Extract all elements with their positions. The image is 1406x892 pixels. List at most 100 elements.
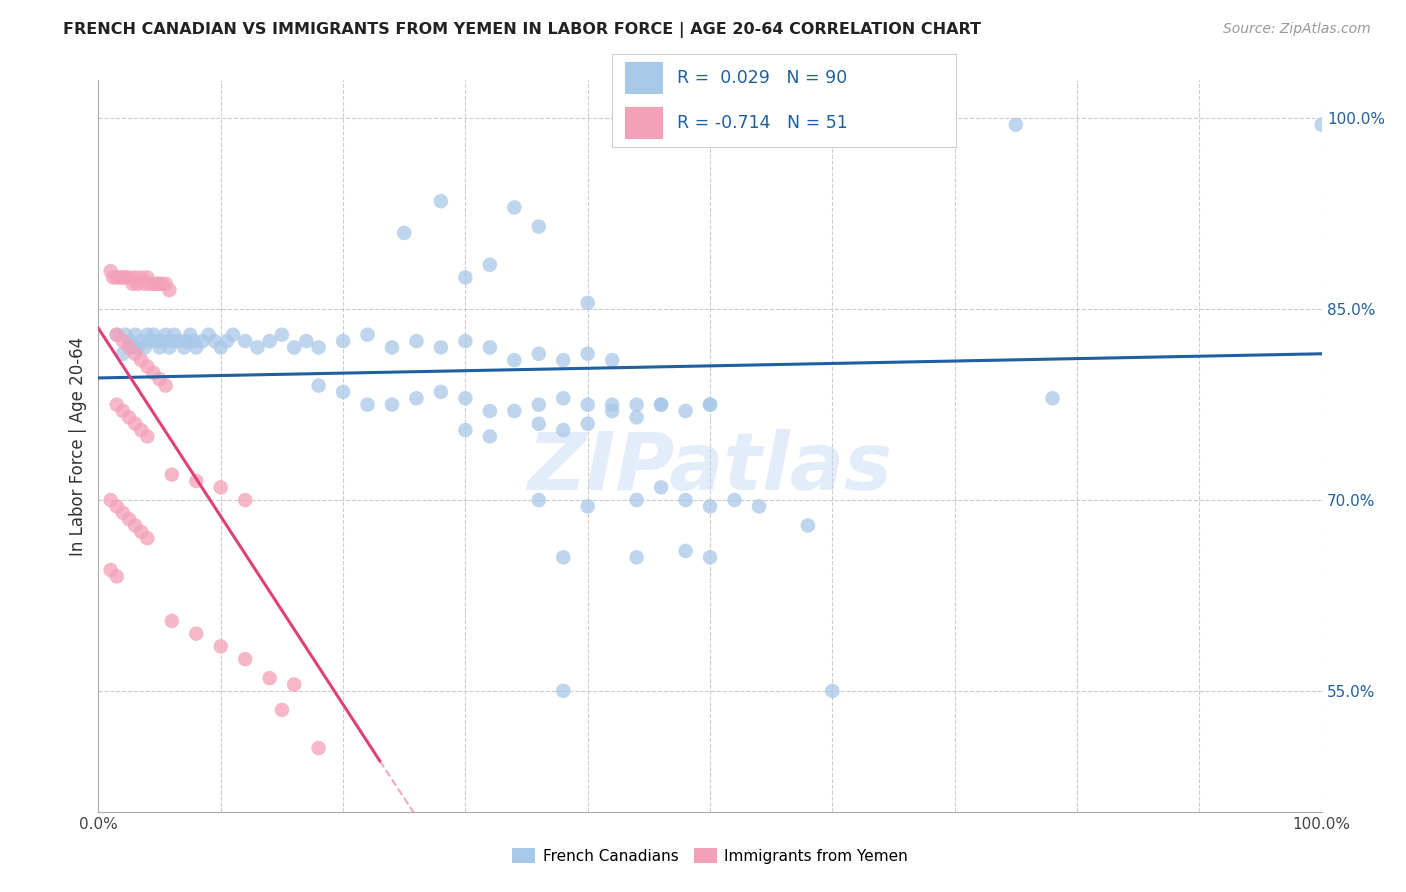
- Point: [139, 334, 162, 348]
- Point: [650, 398, 672, 412]
- Point: [723, 493, 745, 508]
- Point: [186, 626, 208, 640]
- Point: [118, 410, 141, 425]
- Text: ZIPatlas: ZIPatlas: [527, 429, 893, 507]
- Point: [155, 378, 177, 392]
- Point: [136, 531, 159, 545]
- Point: [142, 327, 165, 342]
- Point: [127, 277, 149, 291]
- Point: [100, 264, 122, 278]
- Point: [283, 677, 305, 691]
- Point: [105, 569, 128, 583]
- Point: [124, 518, 146, 533]
- Point: [626, 550, 648, 565]
- Point: [600, 398, 623, 412]
- Point: [650, 480, 672, 494]
- Point: [405, 334, 427, 348]
- Point: [204, 334, 226, 348]
- Point: [111, 347, 134, 361]
- Point: [118, 340, 141, 354]
- Point: [308, 378, 330, 392]
- Point: [124, 417, 146, 431]
- Point: [114, 327, 136, 342]
- Point: [821, 684, 844, 698]
- Point: [553, 392, 575, 406]
- Point: [527, 347, 550, 361]
- Point: [553, 684, 575, 698]
- Point: [149, 372, 172, 386]
- Point: [675, 404, 697, 418]
- Point: [110, 270, 132, 285]
- Point: [699, 500, 721, 514]
- Point: [308, 340, 330, 354]
- Point: [600, 353, 623, 368]
- Point: [215, 334, 238, 348]
- Point: [118, 512, 141, 526]
- Point: [222, 327, 245, 342]
- Point: [576, 417, 599, 431]
- Point: [121, 340, 143, 354]
- Point: [160, 467, 183, 482]
- Point: [150, 277, 173, 291]
- Point: [127, 340, 149, 354]
- Point: [576, 500, 599, 514]
- Point: [149, 340, 172, 354]
- Point: [356, 398, 378, 412]
- Point: [176, 334, 198, 348]
- Point: [111, 270, 134, 285]
- Point: [173, 340, 195, 354]
- Point: [675, 544, 697, 558]
- Point: [157, 283, 180, 297]
- Point: [527, 493, 550, 508]
- Point: [136, 359, 159, 374]
- Point: [105, 270, 128, 285]
- Point: [233, 334, 256, 348]
- Point: [155, 327, 177, 342]
- Point: [283, 340, 305, 354]
- Point: [129, 423, 152, 437]
- Point: [270, 327, 294, 342]
- Point: [197, 327, 219, 342]
- Point: [150, 334, 173, 348]
- Point: [553, 550, 575, 565]
- Text: Source: ZipAtlas.com: Source: ZipAtlas.com: [1223, 22, 1371, 37]
- Point: [233, 652, 256, 666]
- Point: [332, 334, 354, 348]
- Point: [430, 194, 453, 208]
- Text: R =  0.029   N = 90: R = 0.029 N = 90: [678, 69, 848, 87]
- Point: [124, 327, 146, 342]
- Point: [139, 277, 162, 291]
- Point: [183, 334, 205, 348]
- Point: [576, 398, 599, 412]
- Point: [381, 398, 404, 412]
- Point: [430, 384, 453, 399]
- Point: [1310, 118, 1333, 132]
- Point: [160, 334, 183, 348]
- Point: [650, 398, 672, 412]
- Point: [209, 640, 232, 654]
- Text: FRENCH CANADIAN VS IMMIGRANTS FROM YEMEN IN LABOR FORCE | AGE 20-64 CORRELATION : FRENCH CANADIAN VS IMMIGRANTS FROM YEMEN…: [63, 22, 981, 38]
- Y-axis label: In Labor Force | Age 20-64: In Labor Force | Age 20-64: [69, 336, 87, 556]
- Point: [129, 334, 152, 348]
- Point: [392, 226, 416, 240]
- Point: [114, 270, 136, 285]
- Point: [405, 392, 427, 406]
- Point: [454, 270, 477, 285]
- Point: [699, 398, 721, 412]
- Point: [454, 423, 477, 437]
- Point: [142, 366, 165, 380]
- Point: [118, 270, 141, 285]
- Point: [155, 277, 177, 291]
- Point: [129, 524, 152, 539]
- Point: [699, 398, 721, 412]
- Point: [136, 429, 159, 443]
- Point: [124, 270, 146, 285]
- Point: [124, 347, 146, 361]
- Point: [454, 392, 477, 406]
- Text: R = -0.714   N = 51: R = -0.714 N = 51: [678, 114, 848, 132]
- Point: [157, 340, 180, 354]
- Point: [576, 347, 599, 361]
- Point: [146, 334, 169, 348]
- Point: [121, 277, 143, 291]
- Point: [246, 340, 269, 354]
